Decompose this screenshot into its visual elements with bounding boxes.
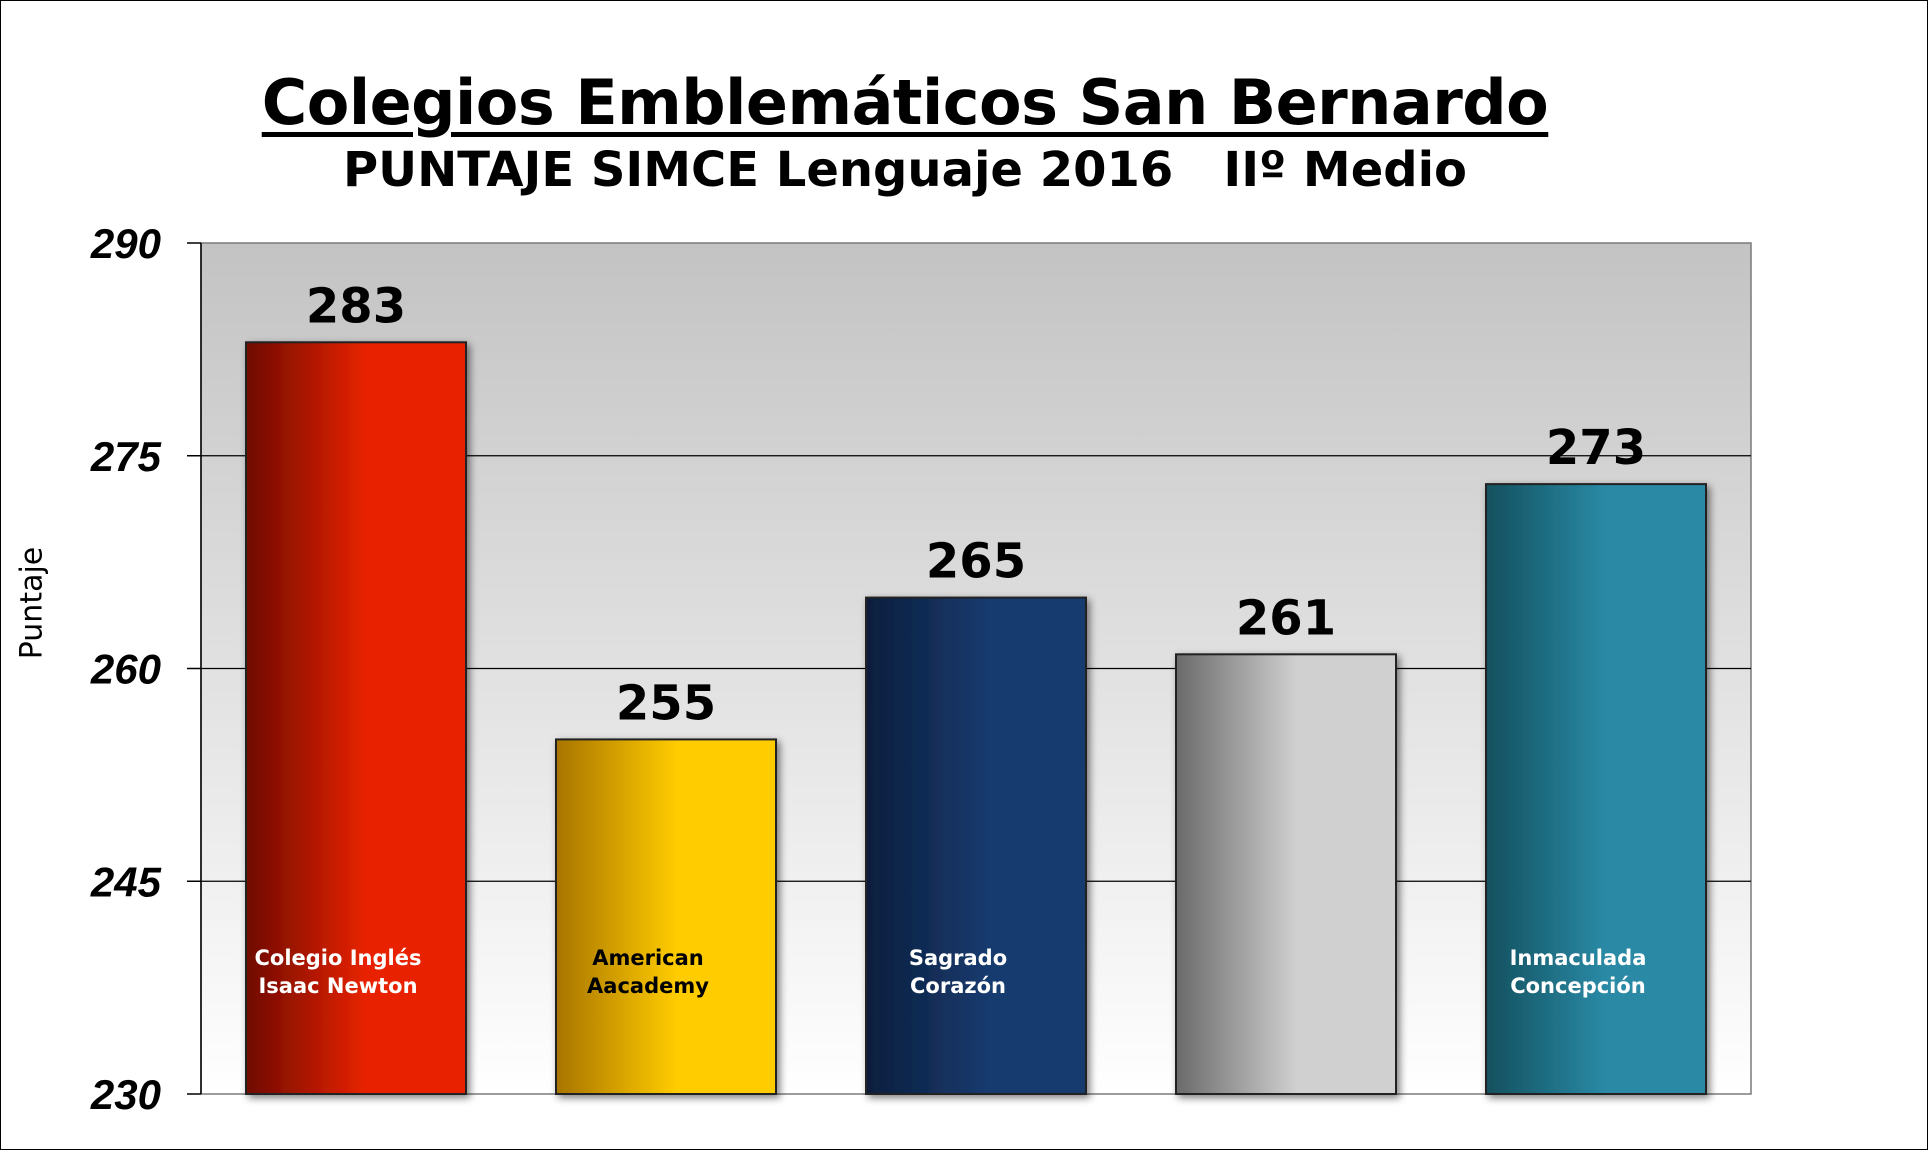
- data-label: 265: [926, 534, 1026, 590]
- category-label: Aacademy: [587, 974, 709, 998]
- bar: [245, 341, 467, 1095]
- chart-title: Colegios Emblemáticos San Bernardo: [261, 66, 1549, 139]
- category-label: Sagrado: [909, 946, 1007, 970]
- bars: 283 Colegio Inglés Isaac Newton 255 American…: [245, 278, 1707, 1096]
- category-label: Colegio Inglés: [255, 946, 422, 970]
- category-label: Corazón: [910, 974, 1006, 998]
- y-tick-label: 230: [90, 1071, 161, 1118]
- y-tick-label: 290: [90, 220, 161, 267]
- bar: [555, 738, 777, 1096]
- category-label: Isaac Newton: [258, 974, 417, 998]
- bar: [1485, 483, 1707, 1096]
- data-label: 273: [1546, 420, 1646, 476]
- data-label: 261: [1236, 590, 1336, 646]
- y-tick-label: 275: [90, 433, 162, 480]
- bar: [865, 596, 1087, 1095]
- y-tick-label: 245: [90, 858, 162, 905]
- category-label: American: [592, 946, 704, 970]
- data-label: 283: [306, 278, 406, 334]
- chart-subtitle: PUNTAJE SIMCE Lenguaje 2016 IIº Medio: [342, 142, 1468, 198]
- y-axis: 230 245 260 275 290: [90, 220, 202, 1118]
- category-label: Concepción: [1510, 974, 1646, 998]
- data-label: 255: [616, 675, 716, 731]
- category-label: Inmaculada: [1510, 946, 1647, 970]
- y-tick-label: 260: [90, 646, 161, 693]
- bar: [1175, 653, 1397, 1095]
